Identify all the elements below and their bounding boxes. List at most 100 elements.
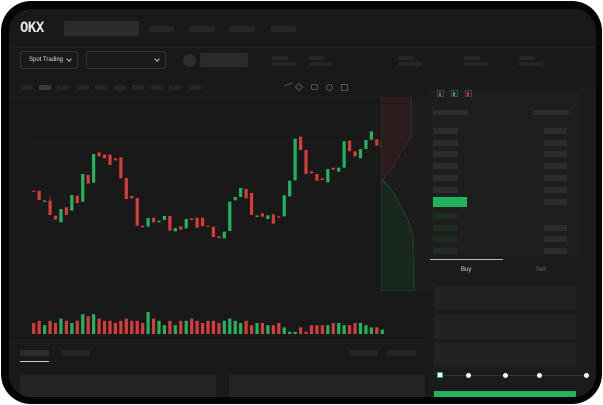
buy-tab[interactable]: Buy <box>461 267 472 273</box>
volume-bar <box>141 323 145 334</box>
ask-price <box>433 128 458 134</box>
tab-open-orders[interactable] <box>20 350 49 356</box>
volume-bar <box>369 327 373 334</box>
candle <box>282 195 286 217</box>
orders-panel <box>20 375 216 397</box>
candle <box>70 195 74 211</box>
header-price <box>433 110 468 115</box>
pair-dropdown[interactable] <box>86 51 166 69</box>
timeframe-button[interactable] <box>57 85 69 90</box>
candle <box>233 197 237 201</box>
volume-bar <box>364 325 368 334</box>
volume-bar <box>331 323 335 334</box>
candle <box>113 158 118 161</box>
candle <box>293 138 297 181</box>
volume-bar <box>195 320 199 334</box>
leverage-slider[interactable] <box>437 372 589 378</box>
order-book-view-both-icon[interactable] <box>437 90 444 97</box>
volume-bar <box>217 323 221 334</box>
volume-bar <box>168 320 172 334</box>
order-book-view-bids-icon[interactable] <box>451 90 458 97</box>
candle <box>304 150 308 174</box>
candle <box>348 140 352 152</box>
okx-logo[interactable]: OKX <box>20 20 44 36</box>
bid-amount <box>544 236 567 242</box>
amount-input[interactable] <box>434 314 576 339</box>
candle <box>75 195 79 203</box>
timeframe-button[interactable] <box>77 85 89 90</box>
timeframe-button[interactable] <box>132 85 144 90</box>
mid-price <box>433 197 467 207</box>
stat-value <box>309 62 333 66</box>
timeframe-button[interactable] <box>189 85 201 90</box>
timeframe-button[interactable] <box>21 85 33 90</box>
slider-mark[interactable] <box>584 373 589 378</box>
indicator-icon[interactable] <box>284 82 292 92</box>
candle <box>168 216 172 231</box>
slider-mark[interactable] <box>503 373 508 378</box>
filter-button[interactable] <box>349 350 378 356</box>
candle <box>64 207 68 215</box>
bid-depth-area <box>381 179 415 291</box>
candle <box>309 171 314 174</box>
nav-item[interactable] <box>189 26 215 32</box>
search-bar[interactable] <box>64 21 139 36</box>
candle <box>364 140 368 149</box>
stat-label <box>309 56 325 60</box>
candle <box>320 178 324 180</box>
volume-bar <box>337 323 341 334</box>
buy-button[interactable] <box>434 391 576 397</box>
volume-bar <box>358 323 363 334</box>
slider-mark[interactable] <box>537 373 542 378</box>
volume-bar <box>184 320 188 334</box>
order-book-view-asks-icon[interactable] <box>465 90 472 97</box>
market-type-label: Spot Trading <box>29 57 64 63</box>
candle <box>266 215 270 219</box>
volume-bar <box>233 320 237 334</box>
candle <box>59 209 63 223</box>
slider-handle[interactable] <box>437 372 443 378</box>
nav-item[interactable] <box>271 26 296 32</box>
market-type-dropdown[interactable]: Spot Trading <box>20 51 78 69</box>
ask-price <box>433 151 458 157</box>
price-input[interactable] <box>434 286 576 310</box>
slider-mark[interactable] <box>466 373 471 378</box>
candle <box>32 190 36 192</box>
timeframe-button[interactable] <box>114 85 126 90</box>
timeframe-button[interactable] <box>169 85 181 90</box>
ask-price <box>433 163 458 169</box>
camera-icon[interactable] <box>311 84 318 90</box>
candlestick-chart[interactable] <box>9 97 384 337</box>
nav-item[interactable] <box>229 26 255 32</box>
candle <box>130 196 134 199</box>
candle <box>43 200 47 202</box>
settings-icon[interactable] <box>326 84 333 91</box>
volume-bar <box>81 314 85 334</box>
fullscreen-icon[interactable] <box>341 84 348 91</box>
nav-item[interactable] <box>149 26 174 32</box>
candle <box>146 218 150 227</box>
candle <box>326 169 330 183</box>
sell-tab[interactable]: Sell <box>536 267 547 273</box>
volume-bar <box>179 320 183 334</box>
timeframe-button[interactable] <box>39 85 51 90</box>
candle <box>228 201 232 231</box>
volume-bar <box>375 327 379 334</box>
filter-button[interactable] <box>387 350 416 356</box>
active-tab-underline <box>430 259 503 260</box>
volume-bar <box>124 318 128 334</box>
timeframe-button[interactable] <box>95 85 107 90</box>
total-input[interactable] <box>434 343 576 367</box>
tab-order-history[interactable] <box>61 350 90 356</box>
candle <box>37 190 41 200</box>
candle <box>200 217 205 227</box>
active-tab-underline <box>20 361 49 362</box>
candle <box>211 226 216 237</box>
volume-bar <box>353 323 357 334</box>
draw-tool-icon[interactable] <box>294 82 304 92</box>
candle <box>48 200 52 215</box>
candle <box>157 220 161 223</box>
volume-bar <box>277 323 281 334</box>
timeframe-button[interactable] <box>151 85 163 90</box>
